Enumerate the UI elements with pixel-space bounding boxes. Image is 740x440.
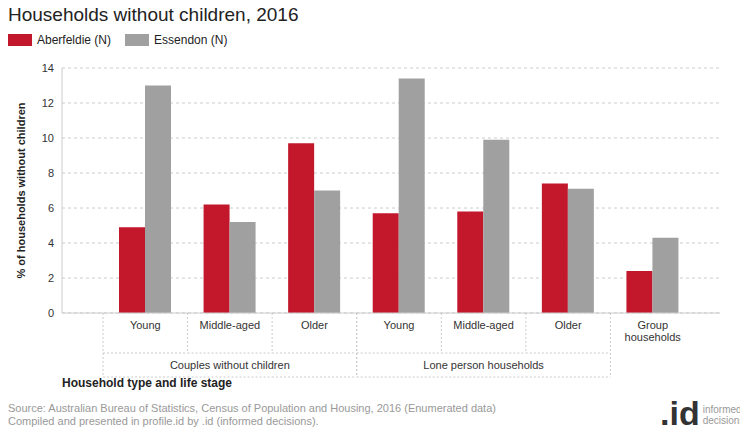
svg-text:14: 14 [42, 62, 54, 74]
svg-text:Young: Young [130, 319, 161, 331]
svg-text:4: 4 [48, 237, 54, 249]
svg-text:Lone person households: Lone person households [423, 359, 544, 371]
html-text:Source: Australian Bureau of S: Source: Australian Bureau of Statistics,… [8, 402, 496, 414]
html-text:.id: .id [660, 394, 700, 432]
svg-text:Older: Older [301, 319, 328, 331]
svg-text:Group: Group [637, 319, 668, 331]
svg-text:% of households without childr: % of households without children [15, 102, 27, 278]
svg-text:8: 8 [48, 167, 54, 179]
svg-text:Older: Older [555, 319, 582, 331]
svg-text:Middle-aged: Middle-aged [453, 319, 514, 331]
svg-text:Young: Young [384, 319, 415, 331]
html-text:Household type and life stage: Household type and life stage [62, 376, 232, 390]
html-text:Households without children, 2: Households without children, 2016 [8, 4, 299, 25]
svg-text:households: households [625, 331, 682, 343]
html-text:Aberfeldie (N): Aberfeldie (N) [37, 33, 111, 47]
svg-text:6: 6 [48, 202, 54, 214]
html-text:Compiled and presented in prof: Compiled and presented in profile.id by … [8, 415, 319, 427]
svg-text:12: 12 [42, 97, 54, 109]
svg-text:2: 2 [48, 272, 54, 284]
html-text:Essendon (N): Essendon (N) [154, 33, 228, 47]
svg-text:Couples without children: Couples without children [170, 359, 290, 371]
svg-text:Middle-aged: Middle-aged [200, 319, 261, 331]
svg-text:10: 10 [42, 132, 54, 144]
svg-text:0: 0 [48, 307, 54, 319]
